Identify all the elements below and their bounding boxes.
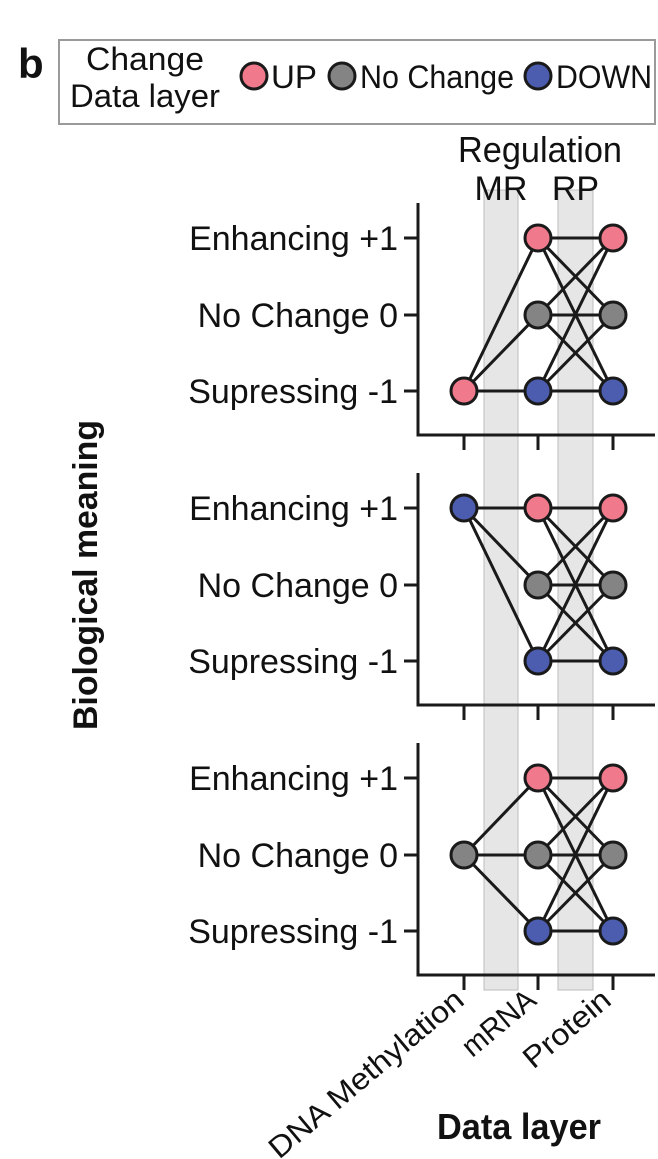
legend-nochange-marker — [327, 61, 357, 91]
node-down — [449, 493, 479, 523]
network-edge — [462, 506, 540, 587]
node-down — [598, 646, 628, 676]
regulation-band-label-mr: MR — [475, 170, 528, 208]
legend-title-line1: Change — [86, 41, 204, 77]
network-edge — [462, 776, 540, 857]
node-nochange — [449, 840, 479, 870]
y-tick-label: Supressing -1 — [188, 913, 398, 951]
node-up — [598, 223, 628, 253]
node-nochange — [523, 570, 553, 600]
y-tick-label: Enhancing +1 — [189, 760, 398, 798]
node-up — [598, 493, 628, 523]
network-edge — [536, 237, 615, 392]
x-axis-title: Data layer — [437, 1106, 601, 1147]
node-down — [598, 376, 628, 406]
node-nochange — [523, 300, 553, 330]
legend-nochange-label: No Change — [360, 59, 514, 95]
regulation-title: Regulation — [458, 129, 622, 170]
node-nochange — [598, 570, 628, 600]
legend-frame — [58, 39, 656, 125]
network-panel-1: Enhancing +1 No Change 0 Supressing -1 — [188, 203, 655, 450]
y-tick-label: Supressing -1 — [188, 373, 398, 411]
regulation-band-mr — [483, 189, 519, 991]
node-down — [523, 376, 553, 406]
panel-letter: b — [18, 40, 44, 87]
y-tick-label: No Change 0 — [198, 837, 398, 875]
network-panel-3: Enhancing +1 No Change 0 Supressing -1 — [188, 743, 655, 990]
y-tick-label: No Change 0 — [198, 297, 398, 335]
network-edge — [462, 507, 540, 662]
y-tick-label: Enhancing +1 — [189, 490, 398, 528]
legend-up-label: UP — [271, 59, 317, 95]
node-nochange — [598, 300, 628, 330]
node-up — [449, 376, 479, 406]
node-up — [523, 763, 553, 793]
legend-down-label: DOWN — [556, 59, 652, 95]
y-axis-title: Biological meaning — [67, 420, 105, 730]
network-panel-2: Enhancing +1 No Change 0 Supressing -1 — [188, 473, 655, 720]
regulation-band-rp — [557, 189, 594, 991]
y-tick-label: Enhancing +1 — [189, 220, 398, 258]
node-up — [523, 223, 553, 253]
node-down — [523, 916, 553, 946]
network-edge — [536, 583, 615, 663]
node-down — [523, 646, 553, 676]
network-edge — [462, 237, 540, 392]
legend-up-marker — [239, 61, 269, 91]
network-edge — [536, 776, 615, 857]
legend: Change Data layer UP No Change DOWN — [58, 39, 656, 125]
node-up — [598, 763, 628, 793]
network-edge — [536, 777, 615, 932]
node-down — [598, 916, 628, 946]
legend-title-line2: Data layer — [70, 78, 220, 114]
node-nochange — [598, 840, 628, 870]
network-edge — [536, 313, 615, 393]
legend-down-marker — [523, 61, 553, 91]
network-edge — [462, 313, 540, 393]
network-edge — [462, 853, 540, 933]
network-edge — [536, 853, 615, 933]
y-tick-label: No Change 0 — [198, 567, 398, 605]
y-tick-label: Supressing -1 — [188, 643, 398, 681]
network-edge — [536, 236, 615, 317]
network-edge — [536, 506, 615, 587]
node-up — [523, 493, 553, 523]
network-edge — [536, 507, 615, 662]
regulation-band-label-rp: RP — [552, 170, 599, 208]
node-nochange — [523, 840, 553, 870]
